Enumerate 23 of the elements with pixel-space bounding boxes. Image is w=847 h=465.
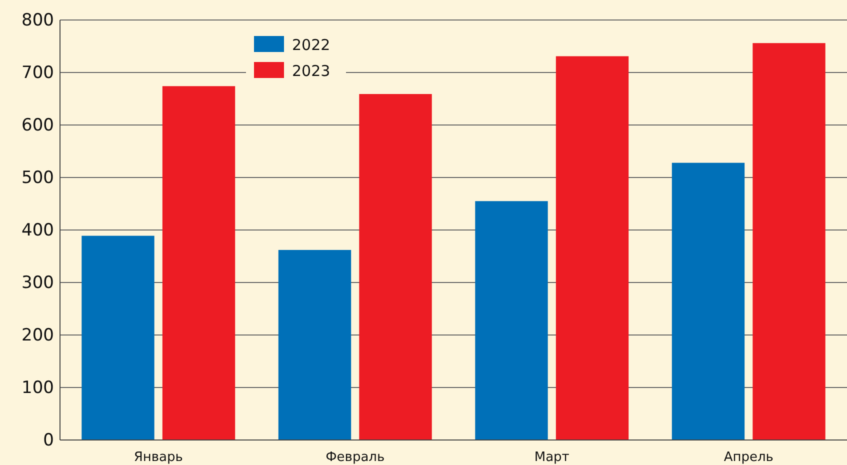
- legend-label: 2022: [292, 36, 330, 54]
- y-tick-label: 700: [22, 62, 54, 83]
- bar: [359, 94, 432, 440]
- x-tick-label: Февраль: [326, 450, 385, 465]
- bar: [752, 43, 826, 440]
- bar: [475, 201, 548, 440]
- x-tick-label: Март: [534, 450, 570, 465]
- x-tick-label: Апрель: [724, 450, 774, 465]
- y-tick-label: 600: [22, 115, 54, 136]
- bar: [82, 236, 154, 440]
- bar: [672, 162, 745, 440]
- y-tick-label: 400: [22, 220, 54, 240]
- legend-label: 2023: [292, 62, 330, 80]
- x-tick-label: Январь: [134, 450, 183, 465]
- y-tick-label: 200: [22, 325, 54, 346]
- y-tick-label: 0: [43, 430, 54, 450]
- y-tick-label: 300: [22, 272, 54, 293]
- bar: [556, 56, 629, 440]
- y-tick-label: 800: [22, 10, 54, 30]
- bar: [162, 86, 236, 440]
- y-tick-label: 500: [22, 168, 54, 188]
- bar: [278, 250, 352, 440]
- y-tick-label: 100: [22, 378, 54, 398]
